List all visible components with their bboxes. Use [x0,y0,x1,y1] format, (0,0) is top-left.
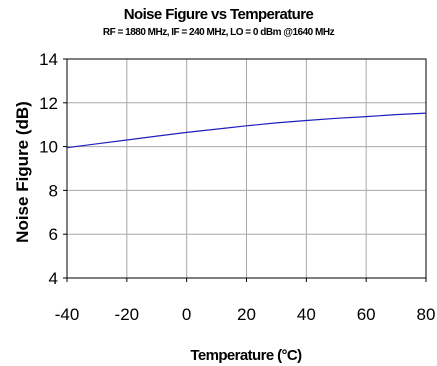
y-tick-label: 12 [39,94,58,113]
x-tick-label: 60 [357,305,376,324]
x-tick-label: 80 [417,305,436,324]
series-line [66,112,427,149]
y-tick-label: 14 [39,50,58,69]
x-tick-label: 40 [297,305,316,324]
axis-ticks: -40 -20 0 20 40 60 80 4 6 8 10 12 14 [39,50,435,324]
chart-subtitle: RF = 1880 MHz, IF = 240 MHz, LO = 0 dBm … [102,27,335,38]
grid-lines [67,59,426,278]
y-tick-label: 8 [49,181,58,200]
y-axis-label: Noise Figure (dB) [13,101,32,243]
x-tick-label: 0 [182,305,191,324]
x-axis-label: Temperature (°C) [190,347,302,364]
series-layer [66,112,427,149]
x-tick-label: 20 [237,305,256,324]
y-tick-label: 10 [39,138,58,157]
x-tick-label: -20 [115,305,140,324]
chart-title: Noise Figure vs Temperature [123,6,314,23]
x-tick-label: -40 [55,305,80,324]
y-tick-label: 6 [49,225,58,244]
y-tick-label: 4 [49,269,58,288]
